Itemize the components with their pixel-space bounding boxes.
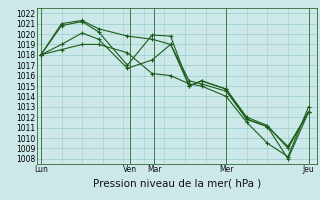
X-axis label: Pression niveau de la mer( hPa ): Pression niveau de la mer( hPa ) xyxy=(93,179,261,189)
